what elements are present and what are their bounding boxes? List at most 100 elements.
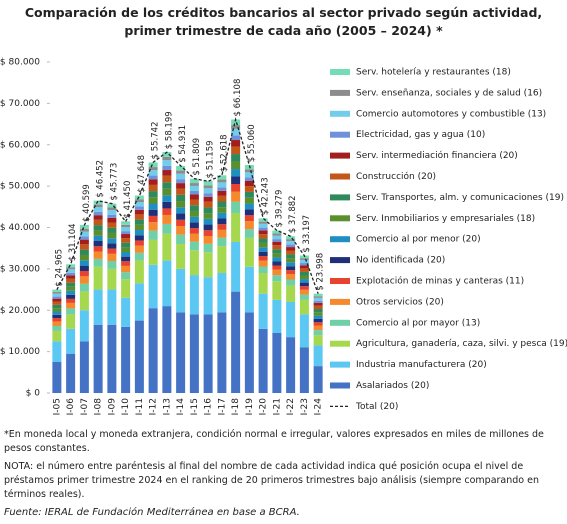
bar-segment: [176, 268, 186, 313]
legend-swatch: [330, 257, 350, 264]
bar-segment: [93, 251, 103, 259]
bar-segment: [313, 325, 323, 331]
bar-segment: [299, 299, 309, 315]
bar-segment: [258, 251, 268, 257]
bar-segment: [272, 265, 282, 270]
bar-segment: [189, 314, 199, 393]
legend-swatch: [330, 173, 350, 180]
bar-segment: [299, 314, 309, 348]
bar-segment: [134, 224, 144, 231]
total-label: $ 51.159: [206, 140, 216, 178]
bar-segment: [189, 194, 199, 200]
bar-segment: [286, 266, 296, 271]
bar-segment: [272, 245, 282, 250]
bar-segment: [121, 297, 131, 327]
bar-segment: [79, 244, 89, 250]
bar-segment: [134, 195, 144, 200]
bar-segment: [93, 219, 103, 226]
bar-segment: [313, 300, 323, 303]
bar-segment: [52, 304, 62, 309]
bar-segment: [203, 218, 213, 225]
bar-segment: [217, 237, 227, 247]
bar-segment: [52, 325, 62, 331]
chart: $ 0 $ 10.000 $ 20.000 $ 30.000 $ 40.000 $ 50.…: [0, 58, 567, 416]
x-tick-label: I-23: [300, 398, 310, 415]
y-tick-label: $ 50.000: [0, 182, 40, 192]
bar-segment: [231, 125, 241, 129]
bar-segment: [299, 279, 309, 283]
bar-segment: [107, 214, 117, 218]
bar-segment: [107, 243, 117, 249]
bar-segment: [313, 305, 323, 310]
bar-segment: [93, 215, 103, 220]
bar-segment: [162, 160, 172, 166]
bar-segment: [107, 289, 117, 325]
x-tick-label: I-14: [176, 398, 186, 416]
bar-segment: [299, 259, 309, 264]
bar-segment: [313, 315, 323, 319]
bar-segment: [189, 250, 199, 276]
bar-segment: [162, 233, 172, 261]
bar-segment: [93, 289, 103, 325]
bar-segment: [93, 200, 103, 205]
bar-segment: [272, 333, 282, 393]
bar-segment: [134, 252, 144, 261]
total-label: $ 24.965: [54, 249, 64, 287]
legend-label: No identificada (20): [356, 256, 445, 266]
bar-segment: [258, 221, 268, 224]
bar-segment: [176, 312, 186, 393]
bar-segment: [244, 215, 254, 222]
bar-segment: [107, 253, 117, 262]
bar-segment: [134, 320, 144, 393]
bar-segment: [286, 258, 296, 263]
bar-segment: [176, 170, 186, 174]
bar-segment: [313, 312, 323, 316]
bar-segment: [272, 241, 282, 246]
bar-segment: [272, 299, 282, 334]
bar-segment: [107, 217, 117, 223]
bar-segment: [52, 341, 62, 362]
bar-segment: [231, 161, 241, 170]
bar-segment: [203, 252, 213, 278]
bar-segment: [217, 207, 227, 213]
bar-segment: [176, 226, 186, 235]
bar-segment: [134, 245, 144, 253]
bar-segment: [272, 230, 282, 234]
bar-segment: [244, 197, 254, 204]
bar-segment: [66, 290, 76, 295]
bar-segment: [231, 135, 241, 141]
chart-title: Comparación de los créditos bancarios al…: [24, 5, 543, 38]
bar-segment: [79, 224, 89, 229]
bar-segment: [258, 328, 268, 393]
x-tick-label: I-22: [286, 398, 296, 415]
legend-label: Comercio al por mayor (13): [356, 318, 480, 328]
bar-segment: [93, 258, 103, 267]
bar-segment: [272, 249, 282, 254]
bar-segment: [66, 328, 76, 354]
bar-segment: [79, 249, 89, 255]
bar-segment: [107, 261, 117, 269]
bar-segment: [134, 240, 144, 246]
bar-segment: [148, 239, 158, 265]
x-tick-label: I-18: [231, 398, 241, 416]
bar-segment: [231, 241, 241, 292]
bar-segment: [66, 269, 76, 273]
bar-segment: [299, 275, 309, 280]
bar-segment: [93, 246, 103, 252]
bar-segment: [79, 228, 89, 232]
bar-segment: [258, 293, 268, 329]
legend-label: Comercio automotores y combustible (13): [356, 109, 546, 119]
bar-segment: [134, 199, 144, 203]
bar-segment: [162, 306, 172, 393]
legend-swatch: [330, 89, 350, 96]
note: NOTA: el número entre paréntesis al fina…: [4, 461, 539, 500]
bar-segment: [66, 286, 76, 291]
bar-segment: [148, 170, 158, 176]
bar-segment: [107, 203, 117, 208]
bar-segment: [313, 293, 323, 297]
bar-segment: [258, 247, 268, 252]
bar-segment: [299, 282, 309, 287]
bar-segment: [176, 194, 186, 202]
total-label: $ 47.648: [137, 155, 147, 193]
